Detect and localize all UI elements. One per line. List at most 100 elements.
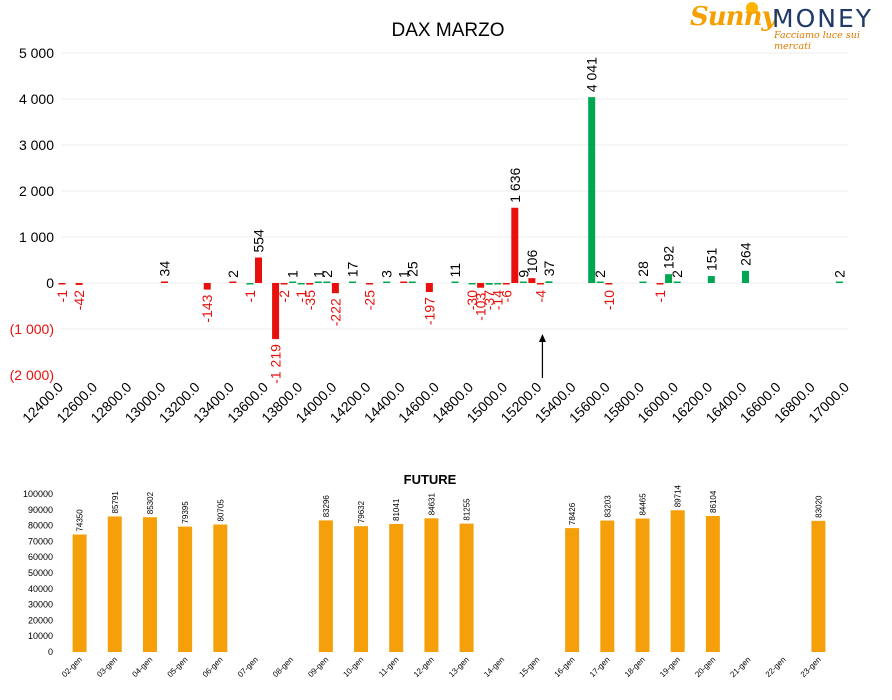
y-tick-label: 90000 [28, 505, 53, 515]
data-label: 3 [379, 270, 395, 278]
sunny-money-logo: Sunny MONEY Facciamo luce sui mercati [688, 2, 888, 52]
bar [565, 528, 580, 652]
data-label: 2 [319, 270, 335, 278]
bar [811, 520, 826, 652]
y-tick-label: (1 000) [10, 321, 54, 337]
bar [605, 283, 613, 285]
bar [389, 523, 404, 652]
future-data-labels: 74350 85791 85302 79395 80705 83296 79632 81041… [76, 484, 824, 531]
data-label: 84465 [639, 493, 648, 516]
x-tick-label: 23-gen [799, 655, 823, 679]
x-tick-label: 18-gen [623, 655, 647, 679]
y-tick-label: 10000 [28, 631, 53, 641]
y-tick-label: 4 000 [19, 91, 54, 107]
data-label: 9 [515, 270, 531, 278]
x-tick-label: 12-gen [412, 655, 436, 679]
bar [424, 518, 439, 652]
bar [519, 281, 527, 283]
x-tick-label: 04-gen [130, 655, 154, 679]
data-label: 79632 [357, 500, 366, 523]
data-label: 1 [310, 270, 326, 278]
y-tick-label: 3 000 [19, 137, 54, 153]
bar [545, 281, 553, 283]
bar [297, 283, 305, 285]
bar [383, 281, 391, 283]
data-label: -1 [652, 290, 668, 303]
data-label: -37 [481, 290, 497, 310]
future-chart-title: FUTURE [404, 472, 457, 487]
bar [707, 276, 715, 283]
bar [673, 281, 681, 283]
data-label: 83203 [603, 495, 612, 518]
y-tick-label: 80000 [28, 521, 53, 531]
bar [306, 283, 314, 285]
data-label: 84631 [427, 492, 436, 515]
data-label: 89714 [674, 484, 683, 507]
future-x-axis: 02-gen 03-gen 04-gen 05-gen 06-gen 07-gen 08-g… [60, 655, 823, 679]
x-tick-label: 15-gen [517, 655, 541, 679]
data-label: -1 [242, 290, 258, 303]
bar [635, 518, 650, 652]
bar [494, 283, 502, 285]
data-label: 264 [737, 242, 753, 266]
logo-money-text: MONEY [772, 4, 874, 33]
data-label: -143 [199, 294, 215, 322]
data-label: 78426 [568, 502, 577, 525]
y-tick-label: (2 000) [10, 367, 54, 383]
x-tick-label: 07-gen [236, 655, 260, 679]
data-label: -30 [464, 290, 480, 310]
data-label: 11 [447, 263, 463, 278]
arrow-head [538, 334, 546, 342]
bar [314, 281, 322, 283]
data-label: -10 [601, 290, 617, 310]
bar [596, 281, 604, 283]
bar [600, 520, 615, 652]
dax-marzo-chart: DAX MARZO 5 000 4 000 3 000 2 000 1 000 0 (1 0… [10, 20, 853, 426]
logo-tagline: Facciamo luce sui mercati [774, 30, 860, 52]
data-label: -1 219 [268, 344, 284, 384]
x-tick-label: 21-gen [728, 655, 752, 679]
x-tick-label: 06-gen [201, 655, 225, 679]
data-label: 151 [703, 247, 719, 271]
data-label: -1 [293, 290, 309, 303]
data-label: 192 [661, 246, 677, 270]
data-label: -6 [498, 290, 514, 303]
future-y-axis: 1000009000080000700006000050000400003000… [23, 489, 53, 657]
annotation-arrow [538, 334, 546, 378]
x-tick-label: 08-gen [271, 655, 295, 679]
sun-icon [746, 2, 758, 14]
bar [400, 281, 408, 283]
y-tick-label: 30000 [28, 600, 53, 610]
data-label: 86104 [709, 490, 718, 513]
data-label: 85302 [146, 491, 155, 514]
x-tick-label: 17-gen [588, 655, 612, 679]
future-bars [72, 510, 826, 652]
data-label: 4 041 [584, 57, 600, 92]
bar [670, 510, 685, 652]
bar [639, 281, 647, 283]
bar [272, 283, 280, 340]
data-label: 2 [831, 270, 847, 278]
data-label: -1 [54, 290, 70, 303]
bar [161, 281, 169, 283]
y-tick-label: 0 [48, 647, 53, 657]
bar [536, 283, 544, 285]
bar [656, 283, 664, 285]
bar [75, 283, 83, 285]
data-label: 34 [157, 261, 173, 277]
main-chart-title: DAX MARZO [392, 20, 505, 41]
x-tick-label: 14-gen [482, 655, 506, 679]
bar [485, 283, 493, 285]
data-label: -197 [421, 297, 437, 325]
data-label: 74350 [76, 509, 85, 532]
data-label: 81041 [392, 498, 401, 521]
bar [425, 283, 433, 293]
y-tick-label: 50000 [28, 568, 53, 578]
data-label: 28 [635, 261, 651, 277]
data-label: 1 636 [507, 167, 523, 202]
data-label: -35 [302, 290, 318, 310]
bar [705, 515, 720, 652]
data-label: 17 [344, 261, 360, 277]
